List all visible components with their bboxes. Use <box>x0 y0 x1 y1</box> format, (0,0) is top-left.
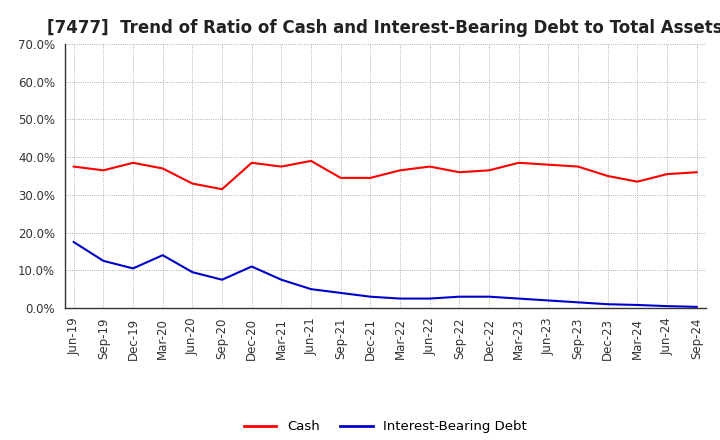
Title: [7477]  Trend of Ratio of Cash and Interest-Bearing Debt to Total Assets: [7477] Trend of Ratio of Cash and Intere… <box>48 19 720 37</box>
Legend: Cash, Interest-Bearing Debt: Cash, Interest-Bearing Debt <box>238 415 532 439</box>
